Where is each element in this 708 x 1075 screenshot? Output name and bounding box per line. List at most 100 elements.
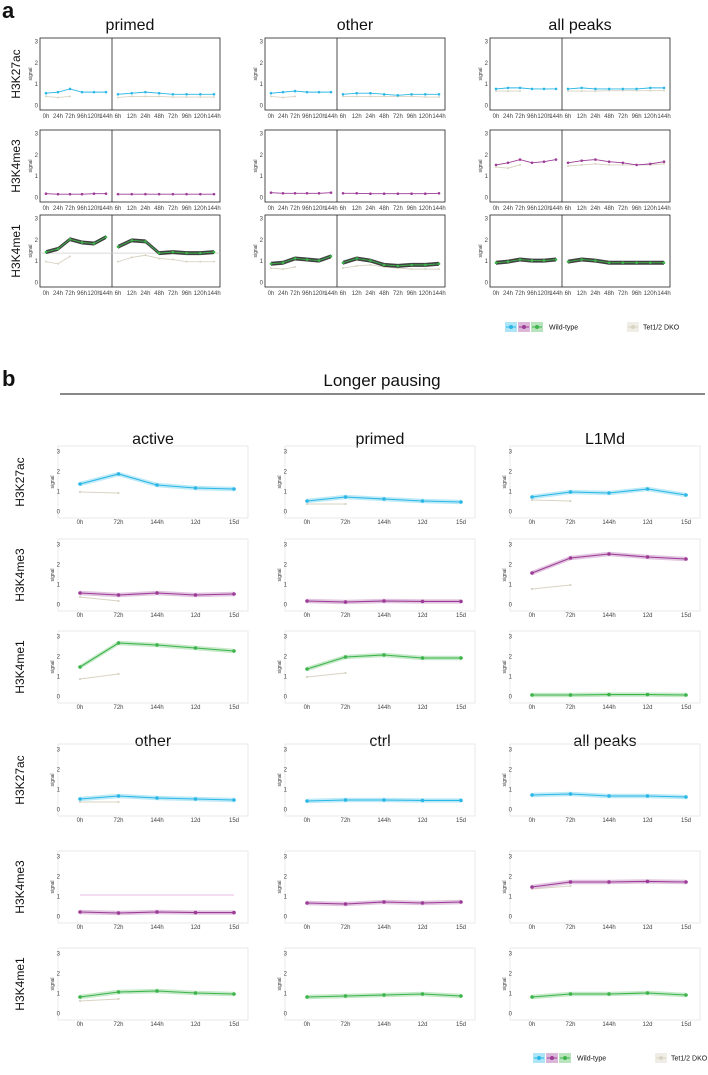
panel-b-all-peaks-h3k4me3-frame [509, 850, 701, 924]
panel-a-all-peaks-h3k4me3-ytick: 2 [485, 153, 489, 159]
panel-b-l1md-h3k4me3-wt-point-4 [684, 557, 688, 561]
panel-a-all-peaks-h3k4me3-ytick: 3 [485, 132, 489, 138]
panel-a-legend-dot-dko [631, 325, 635, 329]
panel-a-other-h3k27ac-left-wt-point-2 [293, 89, 297, 93]
panel-a-all-peaks-h3k4me3-right-dko-point-2 [594, 162, 597, 165]
panel-b-active-h3k27ac-dko-point-0 [78, 490, 82, 494]
panel-b-l1md-h3k27ac-xtick: 0h [529, 520, 536, 526]
panel-b-primed-h3k27ac-ytick: 3 [284, 450, 288, 456]
panel-b-active-h3k4me1-xtick: 144h [150, 705, 163, 711]
panel-b-all-peaks-h3k27ac-xtick: 12d [642, 818, 652, 824]
panel-b-primed-h3k4me1-ylabel: signal [277, 660, 283, 673]
panel-a-all-peaks-h3k4me3-xtick: 96h [632, 206, 642, 212]
panel-a-primed-h3k4me1-xtick: 24h [140, 291, 150, 297]
panel-a-all-peaks-h3k4me3-xtick: 144h [549, 206, 562, 212]
panel-b-primed-h3k27ac-ylabel: signal [277, 475, 283, 488]
panel-a-all-peaks-h3k4me1-right-wt-point-2 [594, 259, 597, 262]
panel-a-other-h3k27ac-left-dko-point-1 [282, 96, 284, 99]
panel-a-other-h3k4me3-right-wt-point-4 [396, 192, 400, 196]
panel-a-all-peaks-h3k4me3-left-wt-point-1 [506, 161, 510, 165]
panel-a-primed-h3k27ac-left-dko-point-1 [57, 96, 59, 99]
panel-a-other-h3k27ac-xtick: 48h [379, 114, 389, 120]
panel-b-ctrl-h3k4me3-xtick: 72h [340, 925, 350, 931]
panel-b-all-peaks-h3k27ac-wt-point-4 [684, 795, 688, 799]
panel-b-active-h3k4me3-xtick: 15d [229, 613, 239, 619]
panel-a-all-peaks-h3k4me3-right-dko-point-1 [580, 163, 583, 166]
panel-b-col-title-ctrl-2: ctrl [369, 733, 390, 750]
panel-a-all-peaks-h3k4me3-xtick: 24h [590, 206, 600, 212]
panel-a-other-h3k27ac-left-wt-point-3 [305, 90, 309, 94]
panel-b-active-h3k4me1-ytick: 0 [57, 695, 61, 701]
panel-a-other-h3k27ac-xtick: 120h [312, 114, 325, 120]
panel-b-ctrl-h3k4me3-ytick: 2 [284, 875, 288, 881]
panel-b-primed-h3k27ac-xtick: 144h [377, 520, 390, 526]
panel-b-other-h3k4me1-xtick: 144h [150, 1022, 163, 1028]
panel-b-primed-h3k4me1-dko-point-1 [344, 671, 347, 675]
panel-b-legend-dot-h3k4me1 [563, 1056, 567, 1060]
panel-a-primed-h3k4me1-xtick: 72h [168, 291, 178, 297]
panel-b-active-h3k4me3-dko-point-1 [117, 599, 120, 603]
panel-a-all-peaks-h3k27ac-left-wt-point-2 [518, 86, 522, 90]
panel-a-primed-h3k4me1-frame [39, 214, 221, 288]
panel-b-row-label-h3k27ac-bottom: H3K27ac [13, 755, 27, 804]
panel-b-ctrl-h3k27ac-wt-point-1 [343, 798, 348, 802]
panel-a-all-peaks-h3k4me3-left-wt-point-0 [494, 163, 498, 167]
panel-b-all-peaks-h3k27ac-ytick: 0 [509, 808, 513, 814]
panel-b-other-h3k27ac-frame [57, 743, 249, 817]
panel-a-primed-h3k4me1-xtick: 0h [43, 291, 50, 297]
panel-a-other-h3k4me3-left-wt-line [270, 192, 332, 194]
panel-a-other-h3k27ac-right-dko-point-2 [369, 95, 372, 98]
panel-a-other-h3k4me1-left-wt-band [271, 254, 331, 266]
panel-a-other-h3k27ac-frame [264, 37, 446, 111]
panel-b-other-h3k27ac-xtick: 12d [190, 818, 200, 824]
panel-a-legend-dot-h3k4me1 [535, 325, 539, 329]
panel-a-all-peaks-h3k27ac-xtick: 12h [577, 114, 587, 120]
panel-a-all-peaks-h3k27ac-right-dko-point-6 [649, 89, 652, 92]
panel-a-all-peaks-h3k4me3-xtick: 72h [618, 206, 628, 212]
panel-b-other-h3k27ac-ytick: 1 [57, 788, 61, 794]
panel-b-primed-h3k27ac-xtick: 12d [417, 520, 427, 526]
panel-a-all-peaks-h3k4me1-frame [489, 214, 671, 288]
panel-a-other-h3k27ac-xtick: 96h [302, 114, 312, 120]
panel-b-active-h3k4me1-wt-point-2 [155, 643, 159, 647]
panel-b-active-h3k4me3-dko-line [79, 596, 119, 602]
panel-b-ctrl-h3k4me1-xtick: 0h [304, 1022, 311, 1028]
panel-a-other-h3k4me1-left-wt-point-2 [293, 257, 297, 260]
panel-a-all-peaks-h3k4me3-left-wt-point-4 [542, 160, 546, 164]
panel-a-other-h3k4me1-ytick: 0 [260, 281, 264, 287]
panel-a-row-label-h3k27ac: H3K27ac [9, 49, 23, 98]
panel-b-row-label-h3k4me1-bottom: H3K4me1 [13, 957, 27, 1011]
panel-b-l1md-h3k4me1-wt-point-0 [530, 693, 534, 697]
panel-a-other-h3k4me3-xtick: 0h [268, 206, 275, 212]
panel-a-all-peaks-h3k4me3-ytick: 0 [485, 196, 489, 202]
panel-b-ctrl-h3k27ac-wt-point-2 [382, 798, 386, 802]
panel-a-primed-h3k4me1-xtick: 96h [182, 291, 192, 297]
panel-b-primed-h3k4me3-ylabel: signal [277, 568, 283, 581]
panel-a-other-h3k27ac-left-wt-point-1 [281, 90, 285, 94]
panel-a-primed-h3k4me1-xtick: 6h [115, 291, 122, 297]
panel-b-primed-h3k4me1-frame [284, 630, 476, 704]
panel-a-primed-h3k27ac-right-wt-point-4 [171, 92, 175, 96]
panel-b-all-peaks-h3k4me1-wt-point-3 [645, 991, 650, 995]
panel-a-all-peaks-h3k4me3-frame [489, 129, 671, 203]
panel-a-all-peaks-h3k27ac-right-dko-point-0 [567, 90, 569, 93]
panel-b-active-h3k4me3-wt-point-2 [155, 591, 159, 595]
panel-b-primed-h3k27ac-wt-point-2 [382, 497, 386, 501]
panel-b-l1md-h3k27ac-dko-point-1 [569, 499, 572, 503]
panel-b-l1md-h3k4me3-dko-point-0 [530, 587, 534, 591]
panel-a-primed-h3k4me1-left-dko-line [45, 255, 71, 265]
panel-b-ctrl-h3k4me1-ytick: 0 [284, 1012, 288, 1018]
panel-a-other-h3k4me1-ylabel: signal [253, 244, 259, 257]
panel-a-all-peaks-h3k4me1-xtick: 24h [503, 291, 513, 297]
panel-a-other-h3k4me1-xtick: 12h [352, 291, 362, 297]
panel-b-ctrl-h3k4me1-xtick: 144h [377, 1022, 390, 1028]
panel-b-primed-h3k27ac-ytick: 0 [284, 510, 288, 516]
panel-b-other-h3k4me3-ylabel: signal [50, 880, 56, 893]
panel-a-primed-h3k4me3-left-wt-point-5 [104, 192, 108, 196]
panel-a-all-peaks-h3k27ac-xtick: 24h [590, 114, 600, 120]
panel-a-other-h3k4me3-left-wt-point-5 [329, 191, 333, 194]
panel-a-primed-h3k27ac-right-dko-point-5 [185, 96, 188, 99]
panel-a-other-h3k27ac-left-wt-point-0 [269, 91, 273, 95]
panel-b-other-h3k4me1-xtick: 0h [77, 1022, 84, 1028]
panel-a-col-title-primed: primed [106, 17, 155, 34]
